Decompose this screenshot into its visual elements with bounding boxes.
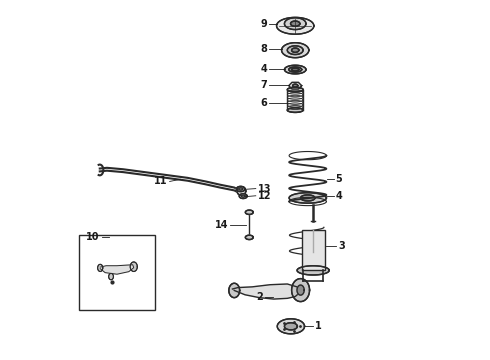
Text: 12: 12 — [258, 191, 271, 201]
Polygon shape — [239, 194, 247, 198]
Polygon shape — [232, 284, 300, 299]
Polygon shape — [285, 18, 306, 30]
Bar — [302, 230, 324, 270]
Text: 4: 4 — [336, 191, 343, 201]
Text: 6: 6 — [261, 98, 268, 108]
Text: 11: 11 — [154, 176, 168, 186]
Text: 14: 14 — [215, 220, 228, 230]
Polygon shape — [289, 67, 302, 72]
Polygon shape — [242, 195, 245, 197]
Text: 13: 13 — [258, 184, 271, 194]
Text: 2: 2 — [256, 292, 263, 302]
Polygon shape — [291, 21, 300, 26]
Polygon shape — [276, 17, 314, 34]
Polygon shape — [300, 195, 315, 201]
Polygon shape — [109, 273, 113, 280]
Polygon shape — [229, 283, 240, 298]
Polygon shape — [289, 193, 326, 203]
Polygon shape — [98, 264, 103, 271]
Polygon shape — [277, 319, 304, 334]
Polygon shape — [237, 187, 245, 195]
Polygon shape — [100, 265, 134, 274]
Polygon shape — [292, 48, 299, 52]
Text: 9: 9 — [261, 19, 268, 29]
Polygon shape — [245, 235, 253, 239]
Polygon shape — [293, 84, 298, 87]
Text: 1: 1 — [315, 321, 321, 331]
Text: 5: 5 — [336, 174, 343, 184]
Polygon shape — [297, 266, 329, 275]
Polygon shape — [239, 188, 243, 190]
Polygon shape — [287, 87, 303, 92]
Polygon shape — [297, 285, 304, 295]
Polygon shape — [245, 210, 253, 215]
Polygon shape — [130, 262, 137, 271]
Polygon shape — [285, 65, 306, 74]
Text: 8: 8 — [261, 44, 268, 54]
Polygon shape — [282, 43, 309, 58]
Polygon shape — [292, 279, 310, 302]
Bar — [79, 234, 155, 310]
Text: 4: 4 — [261, 64, 268, 74]
Polygon shape — [287, 46, 303, 54]
Polygon shape — [289, 82, 302, 89]
Polygon shape — [287, 108, 303, 112]
Polygon shape — [285, 323, 297, 330]
Text: 10: 10 — [86, 232, 100, 242]
Text: 7: 7 — [261, 80, 268, 90]
Text: 3: 3 — [338, 241, 345, 251]
Polygon shape — [292, 68, 299, 71]
Polygon shape — [236, 186, 245, 192]
